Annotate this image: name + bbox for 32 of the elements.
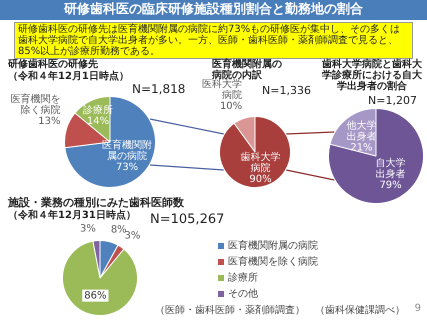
text: N=1,818	[132, 82, 186, 96]
legend-label: 診療所	[228, 272, 258, 284]
text: 9	[414, 303, 421, 314]
text: （医師・歯科医師・薬剤師調査） （歯科保健課調べ）	[155, 304, 405, 317]
text: N=105,267	[150, 212, 224, 227]
data-label: 10%	[220, 101, 242, 112]
data-label: 73%	[116, 162, 138, 174]
data-label: 3%	[124, 230, 140, 242]
text: N=1,207	[368, 94, 417, 107]
chart-subtitle: （令和４年12月1日時点）	[8, 71, 129, 83]
text: 研修歯科医の研修先は医育機関附属の病院に約73%もの研修医が集中し、その多くは歯科大学病院で自大学出身者が多い。一方、医師・歯科医師・薬剤師調査で見ると、85%以上が診療所勤務である。	[14, 22, 413, 59]
text: 研修歯科医の臨床研修施設種別割合と勤務地の割合	[0, 0, 427, 20]
chart-title: 研修歯科医の研修先	[8, 59, 98, 70]
chart-title: 施設・業務の種別にみた歯科医師数	[8, 196, 184, 209]
chart-subtitle: （令和４年12月31日時点）	[8, 210, 136, 222]
data-label: 86%	[84, 290, 106, 302]
legend-label: その他	[228, 288, 258, 300]
legend-label: 医育機関附属の病院	[228, 240, 318, 252]
data-label: 14%	[86, 116, 110, 128]
data-label: 3%	[80, 223, 96, 234]
chart-title: 歯科大学病院と歯科大学診療所における自大学出身者の割合	[321, 59, 423, 92]
data-label: 79%	[379, 180, 402, 191]
slice-label: 医育機関を除く病院	[10, 93, 61, 116]
data-label: 21%	[350, 142, 373, 154]
slice-label: 自大学出身者	[376, 156, 406, 180]
data-label: 13%	[38, 116, 61, 128]
slice-label: 歯科大学病院	[240, 150, 280, 174]
data-label: 8%	[110, 224, 127, 236]
legend-label: 医育機関を除く病院	[228, 256, 318, 268]
text: N=1,336	[262, 84, 311, 97]
slice-label: 医科大学病院	[202, 78, 242, 102]
data-label: 90%	[249, 174, 272, 185]
